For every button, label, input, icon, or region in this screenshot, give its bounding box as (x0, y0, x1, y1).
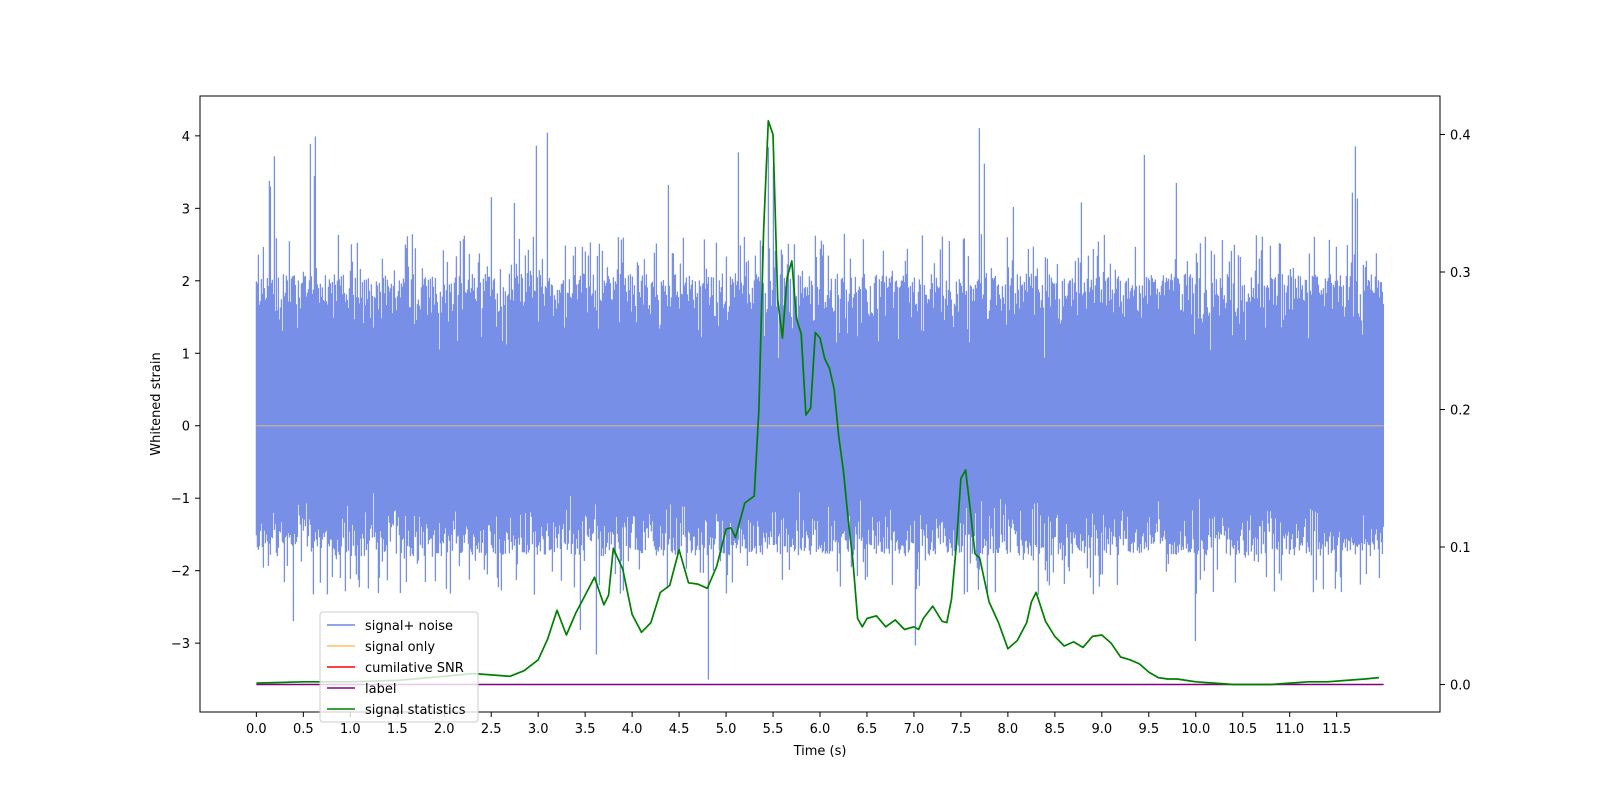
y-axis-label: Whitened strain (149, 352, 164, 455)
legend-label: signal only (365, 640, 435, 655)
plot-content (255, 119, 1385, 686)
y2-tick-label: 0.4 (1450, 129, 1471, 144)
y-tick-label: 2 (182, 275, 190, 290)
y-axis-right: 0.0 0.1 0.2 0.3 0.4 (1440, 129, 1471, 694)
x-tick-label: 0.0 (246, 722, 267, 737)
x-tick-label: 3.0 (528, 722, 549, 737)
x-axis: 0.0 0.5 1.0 1.5 2.0 2.5 3.0 3.5 4.0 4.5 5.0 5.5 6.0 6… (246, 712, 1351, 737)
x-tick-label: 1.0 (340, 722, 361, 737)
legend-label: signal statistics (365, 703, 466, 718)
y2-tick-label: 0.3 (1450, 266, 1471, 281)
legend-label: label (365, 682, 396, 697)
legend-label: cumilative SNR (365, 661, 464, 676)
x-tick-label: 9.0 (1091, 722, 1112, 737)
y-tick-label: 3 (182, 202, 190, 217)
x-tick-label: 11.5 (1322, 722, 1351, 737)
x-tick-label: 6.0 (810, 722, 831, 737)
y-tick-label: −1 (171, 492, 190, 507)
x-tick-label: 9.5 (1138, 722, 1159, 737)
x-tick-label: 2.5 (481, 722, 502, 737)
y-axis-left: −3 −2 −1 0 1 2 3 4 (171, 130, 200, 652)
legend-label: signal+ noise (365, 619, 453, 634)
x-tick-label: 10.0 (1181, 722, 1210, 737)
x-tick-label: 5.0 (716, 722, 737, 737)
y2-tick-label: 0.0 (1450, 679, 1471, 694)
x-tick-label: 3.5 (575, 722, 596, 737)
x-tick-label: 6.5 (857, 722, 878, 737)
x-tick-label: 2.0 (434, 722, 455, 737)
y-tick-label: 0 (182, 420, 190, 435)
x-tick-label: 0.5 (293, 722, 314, 737)
x-tick-label: 8.5 (1045, 722, 1066, 737)
x-tick-label: 4.5 (669, 722, 690, 737)
y2-tick-label: 0.2 (1450, 404, 1471, 419)
legend-box (319, 611, 479, 723)
series-signal-statistics (256, 119, 1379, 686)
x-tick-label: 1.5 (387, 722, 408, 737)
x-tick-label: 11.0 (1275, 722, 1304, 737)
x-tick-label: 7.0 (904, 722, 925, 737)
y2-tick-label: 0.1 (1450, 541, 1471, 556)
y-tick-label: 4 (182, 130, 190, 145)
x-tick-label: 8.0 (998, 722, 1019, 737)
legend: signal+ noise signal only cumilative SNR la… (319, 611, 479, 723)
x-tick-label: 7.5 (951, 722, 972, 737)
y-tick-label: 1 (182, 347, 190, 362)
x-tick-label: 4.0 (622, 722, 643, 737)
x-axis-label: Time (s) (793, 744, 847, 759)
series-signal-noise (255, 128, 1385, 680)
x-tick-label: 10.5 (1228, 722, 1257, 737)
y-tick-label: −2 (171, 565, 190, 580)
x-tick-label: 5.5 (763, 722, 784, 737)
y-tick-label: −3 (171, 637, 190, 652)
